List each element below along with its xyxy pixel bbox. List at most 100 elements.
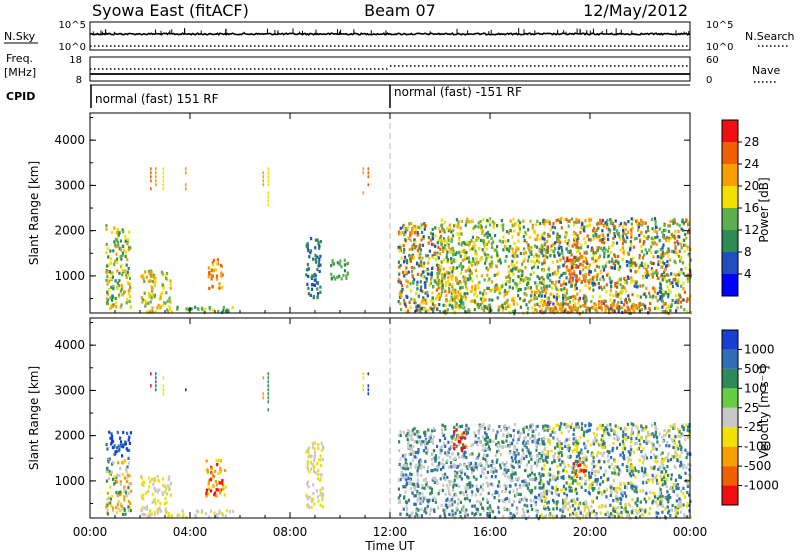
- range-gate-cell: [524, 469, 527, 473]
- range-gate-cell: [614, 465, 617, 469]
- range-gate-cell: [660, 470, 663, 474]
- range-gate-cell: [539, 222, 542, 226]
- range-gate-cell: [169, 307, 172, 311]
- range-gate-cell: [669, 424, 672, 429]
- range-gate-cell: [491, 459, 494, 463]
- range-gate-cell: [493, 289, 497, 293]
- range-gate-cell: [108, 430, 111, 434]
- range-gate-cell: [504, 497, 507, 501]
- range-gate-cell: [680, 489, 683, 493]
- range-gate-cell: [644, 510, 647, 514]
- range-gate-cell: [320, 492, 323, 496]
- range-gate-cell: [448, 491, 451, 495]
- range-gate-cell: [547, 473, 550, 477]
- range-gate-cell: [591, 281, 594, 285]
- range-gate-cell: [525, 498, 528, 502]
- range-gate-cell: [367, 167, 370, 171]
- range-gate-cell: [544, 496, 548, 500]
- range-gate-cell: [555, 300, 558, 304]
- range-gate-cell: [487, 491, 490, 495]
- range-gate-cell: [446, 459, 449, 463]
- range-gate-cell: [517, 492, 520, 496]
- range-gate-cell: [653, 446, 656, 450]
- range-gate-cell: [494, 490, 497, 494]
- range-gate-cell: [484, 448, 487, 452]
- range-gate-cell: [310, 276, 313, 280]
- range-gate-cell: [667, 229, 671, 234]
- range-gate-cell: [627, 435, 630, 439]
- range-gate-cell: [667, 498, 670, 502]
- range-gate-cell: [528, 246, 531, 250]
- range-gate-cell: [511, 464, 514, 468]
- range-gate-cell: [485, 481, 488, 485]
- range-gate-cell: [508, 508, 511, 512]
- range-gate-cell: [483, 466, 486, 470]
- range-gate-cell: [330, 272, 333, 276]
- range-gate-cell: [161, 291, 164, 295]
- range-gate-cell: [614, 219, 617, 223]
- range-gate-cell: [481, 448, 484, 452]
- noise-sky-line: [89, 32, 691, 36]
- range-gate-cell: [312, 483, 315, 487]
- range-gate-cell: [539, 291, 542, 295]
- range-gate-cell: [458, 264, 461, 268]
- range-gate-cell: [652, 242, 655, 246]
- range-gate-cell: [582, 460, 585, 465]
- range-gate-cell: [320, 448, 323, 452]
- range-gate-cell: [616, 465, 619, 469]
- range-gate-cell: [400, 473, 403, 477]
- range-gate-cell: [128, 276, 132, 281]
- range-gate-cell: [607, 307, 610, 311]
- range-gate-cell: [431, 462, 434, 466]
- range-gate-cell: [642, 276, 645, 280]
- range-gate-cell: [662, 234, 665, 238]
- range-gate-cell: [540, 298, 543, 303]
- range-gate-cell: [522, 219, 525, 223]
- range-gate-cell: [441, 473, 444, 477]
- range-gate-cell: [306, 462, 309, 466]
- range-gate-cell: [443, 246, 447, 250]
- range-gate-cell: [421, 289, 424, 294]
- range-gate-cell: [526, 306, 529, 311]
- range-gate-cell: [621, 289, 624, 293]
- range-gate-cell: [681, 433, 685, 437]
- range-gate-cell: [564, 444, 567, 448]
- range-gate-cell: [400, 466, 403, 470]
- range-gate-cell: [574, 255, 577, 259]
- range-gate-cell: [611, 471, 614, 475]
- range-gate-cell: [409, 305, 412, 309]
- range-gate-cell: [460, 250, 464, 254]
- range-gate-cell: [613, 437, 616, 441]
- range-gate-cell: [416, 245, 419, 249]
- range-gate-cell: [507, 432, 510, 436]
- range-gate-cell: [467, 465, 470, 469]
- range-gate-cell: [546, 273, 549, 277]
- range-gate-cell: [127, 299, 130, 304]
- freq-trace: [90, 65, 690, 75]
- range-gate-cell: [441, 240, 444, 244]
- range-gate-cell: [107, 263, 110, 267]
- range-gate-cell: [528, 300, 531, 304]
- range-gate-cell: [411, 280, 415, 284]
- range-gate-cell: [474, 291, 477, 295]
- range-gate-cell: [462, 508, 465, 512]
- range-gate-cell: [109, 485, 112, 489]
- range-gate-cell: [305, 268, 309, 272]
- range-gate-cell: [597, 451, 600, 455]
- range-gate-cell: [485, 460, 488, 464]
- range-gate-cell: [124, 254, 127, 258]
- range-gate-cell: [213, 269, 216, 273]
- range-gate-cell: [447, 243, 450, 247]
- range-gate-cell: [522, 427, 525, 431]
- range-gate-cell: [546, 234, 550, 239]
- range-gate-cell: [404, 500, 408, 504]
- range-gate-cell: [557, 451, 560, 456]
- range-gate-cell: [455, 483, 458, 487]
- range-gate-cell: [501, 309, 504, 313]
- range-gate-cell: [656, 271, 659, 275]
- range-gate-cell: [573, 221, 576, 225]
- range-gate-cell: [467, 243, 470, 247]
- range-gate-cell: [565, 291, 568, 295]
- range-gate-cell: [661, 295, 664, 299]
- range-gate-cell: [411, 247, 414, 251]
